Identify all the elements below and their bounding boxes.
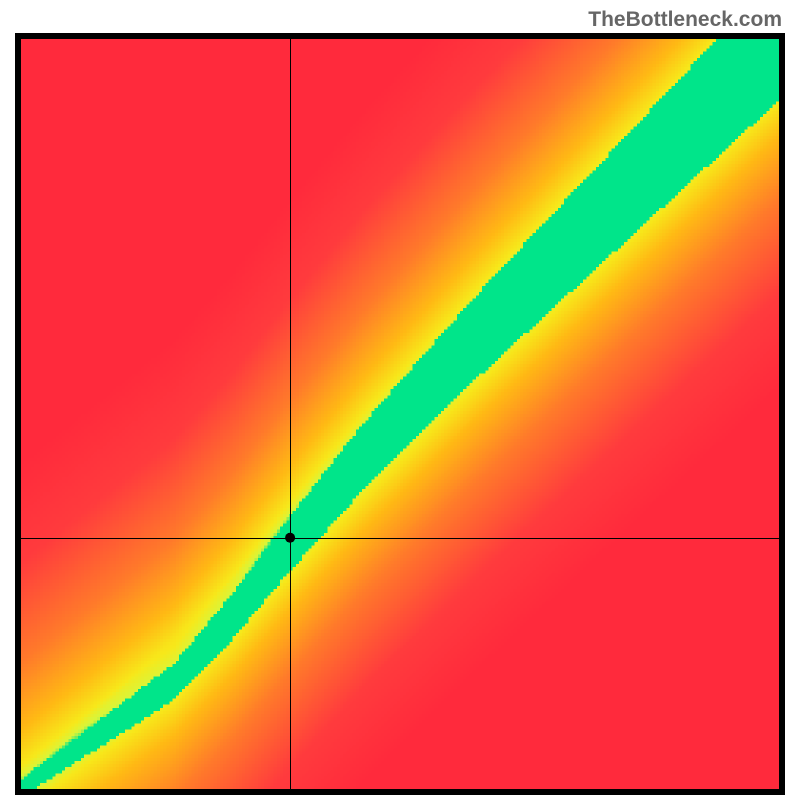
watermark-text: TheBottleneck.com (588, 8, 782, 32)
plot-area (21, 39, 779, 789)
crosshair-overlay (21, 39, 779, 789)
container: TheBottleneck.com (0, 0, 800, 800)
